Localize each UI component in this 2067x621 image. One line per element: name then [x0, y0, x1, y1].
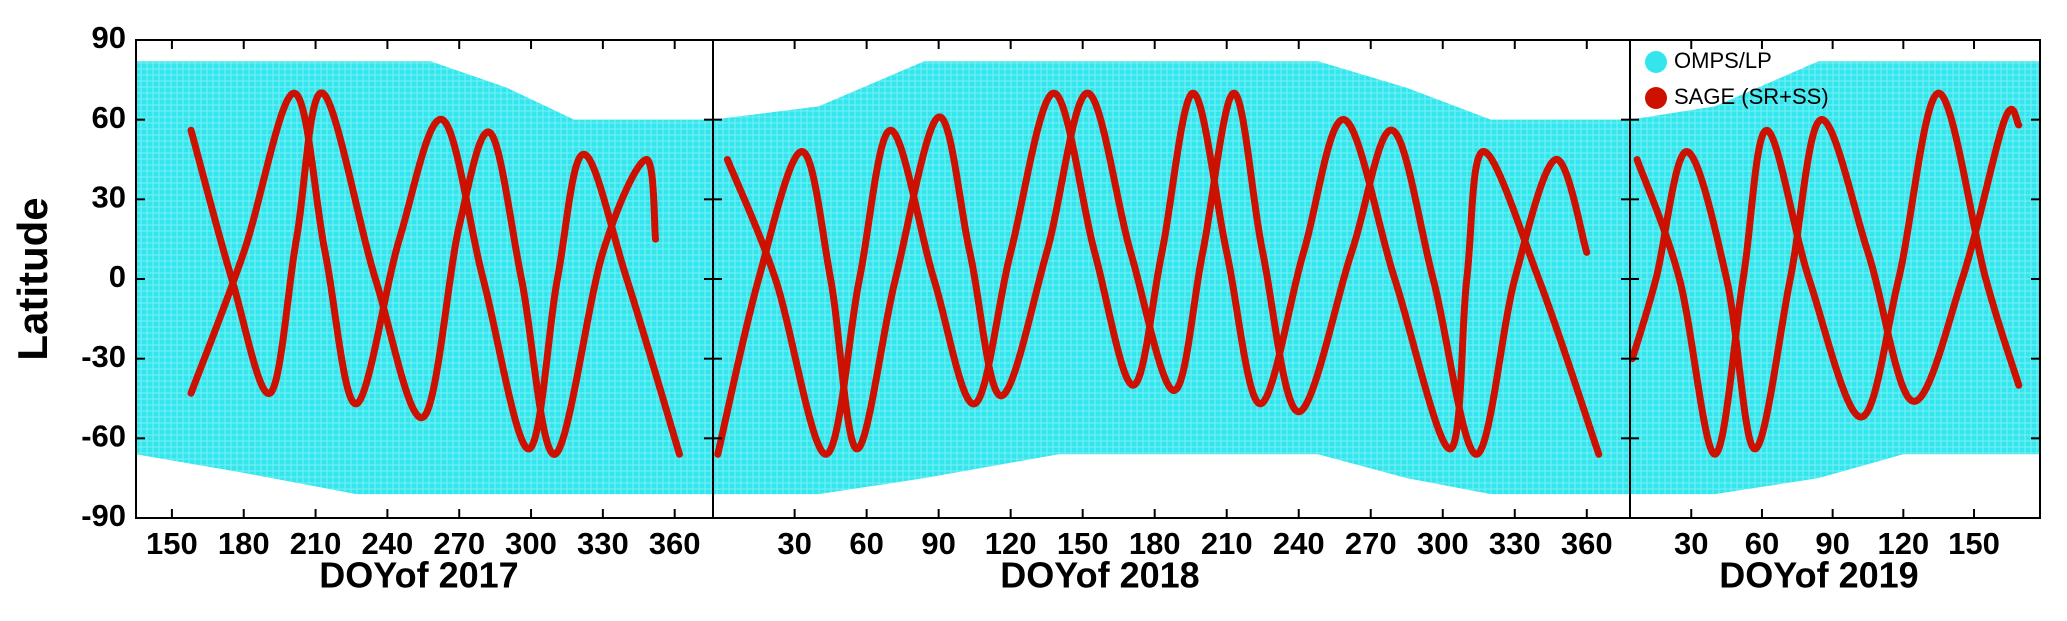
- x-axis-label: DOYof 2017: [319, 555, 518, 596]
- legend-label: OMPS/LP: [1674, 48, 1772, 73]
- x-tick-label: 60: [849, 526, 883, 561]
- y-tick-label: -60: [81, 419, 126, 454]
- omps-texture: [713, 61, 1630, 495]
- x-tick-label: 300: [505, 526, 557, 561]
- legend-swatch: [1645, 87, 1667, 109]
- y-tick-label: 30: [92, 180, 126, 215]
- omps-texture: [136, 61, 713, 495]
- plot-area: [1630, 61, 2040, 495]
- x-tick-label: 120: [1877, 526, 1929, 561]
- x-tick-label: 210: [290, 526, 342, 561]
- y-tick-label: 60: [92, 100, 126, 135]
- x-tick-label: 360: [649, 526, 701, 561]
- x-tick-label: 150: [146, 526, 198, 561]
- x-tick-label: 30: [1674, 526, 1708, 561]
- x-tick-label: 270: [433, 526, 485, 561]
- y-tick-label: -30: [81, 339, 126, 374]
- omps-texture: [1630, 61, 2040, 495]
- x-tick-label: 210: [1201, 526, 1253, 561]
- x-tick-label: 300: [1417, 526, 1469, 561]
- y-tick-label: 0: [109, 259, 126, 294]
- x-tick-label: 60: [1745, 526, 1779, 561]
- x-tick-label: 240: [362, 526, 414, 561]
- sage-track: [1633, 89, 2023, 458]
- x-tick-label: 150: [1057, 526, 1109, 561]
- x-tick-label: 90: [921, 526, 955, 561]
- x-tick-label: 330: [577, 526, 629, 561]
- x-tick-label: 180: [1129, 526, 1181, 561]
- y-axis-label: Latitude: [9, 197, 56, 360]
- y-tick-label: 90: [92, 20, 126, 55]
- x-tick-label: 180: [218, 526, 270, 561]
- x-tick-label: 360: [1561, 526, 1613, 561]
- x-tick-label: 90: [1815, 526, 1849, 561]
- x-tick-label: 240: [1273, 526, 1325, 561]
- sage-track: [723, 89, 1603, 458]
- sage-track: [187, 89, 660, 458]
- y-tick-label: -90: [81, 498, 126, 533]
- legend-swatch: [1645, 51, 1667, 73]
- plot-area: [136, 61, 713, 495]
- x-axis-label: DOYof 2019: [1719, 555, 1918, 596]
- plot-area: [713, 61, 1630, 495]
- x-tick-label: 120: [985, 526, 1037, 561]
- x-tick-label: 150: [1948, 526, 2000, 561]
- sage-track: [187, 89, 683, 458]
- legend-label: SAGE (SR+SS): [1674, 84, 1829, 109]
- sage-track: [1630, 106, 2023, 453]
- x-tick-label: 330: [1489, 526, 1541, 561]
- x-axis-label: DOYof 2018: [1000, 555, 1199, 596]
- x-tick-label: 270: [1345, 526, 1397, 561]
- x-tick-label: 30: [777, 526, 811, 561]
